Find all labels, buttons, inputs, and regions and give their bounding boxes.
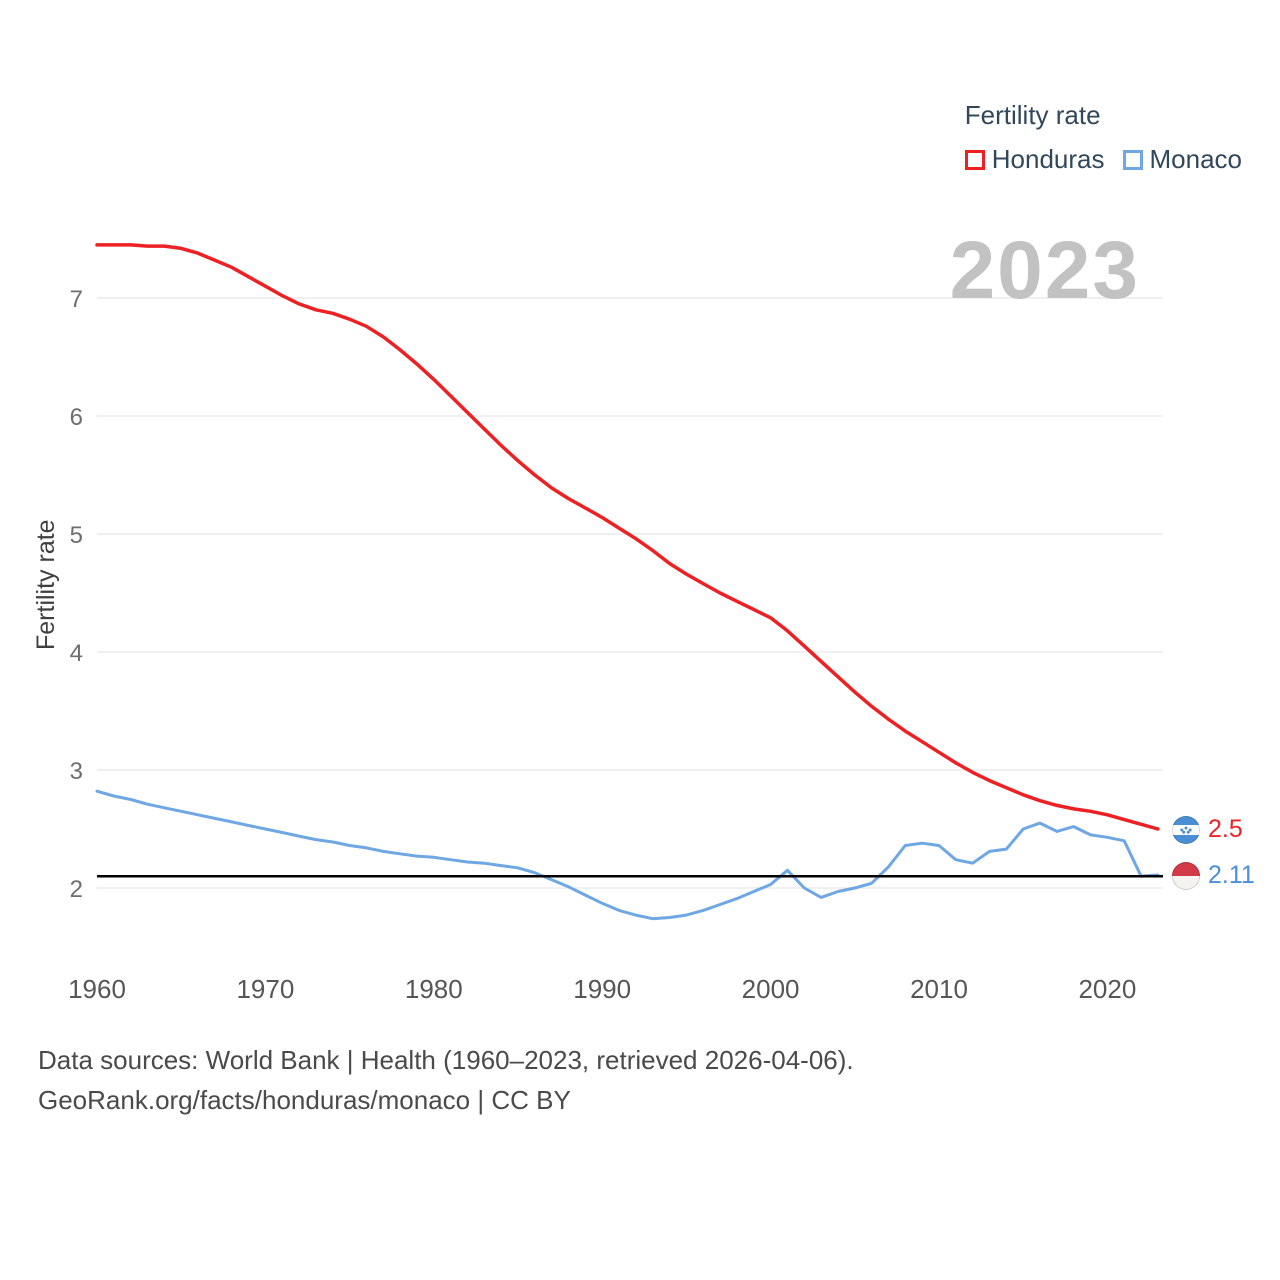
monaco-end-value: 2.11 — [1208, 861, 1255, 890]
y-tick-label: 3 — [70, 758, 83, 785]
honduras-series-swatch-icon — [964, 149, 985, 170]
x-tick-label: 1960 — [68, 974, 126, 1004]
legend: Fertility rate Honduras Monaco — [964, 100, 1243, 175]
x-tick-label: 1980 — [405, 974, 463, 1004]
monaco-flag-icon — [1172, 861, 1200, 890]
x-tick-label: 2010 — [910, 974, 968, 1004]
honduras-end-marker: 2.5 — [1172, 815, 1243, 844]
y-tick-label: 6 — [70, 404, 83, 431]
monaco-line — [95, 789, 1160, 921]
footer: Data sources: World Bank | Health (1960–… — [38, 1040, 854, 1120]
honduras-end-value: 2.5 — [1208, 815, 1243, 843]
attribution-text: GeoRank.org/facts/honduras/monaco | CC B… — [38, 1085, 571, 1115]
legend-item-label: Honduras — [991, 144, 1105, 174]
data-sources-text: Data sources: World Bank | Health (1960–… — [38, 1045, 854, 1075]
legend-title: Fertility rate — [964, 100, 1101, 130]
legend-items: Honduras Monaco — [964, 144, 1243, 175]
year-watermark: 2023 — [949, 225, 1140, 316]
x-tick-label: 1990 — [573, 974, 631, 1004]
x-tick-label: 1970 — [236, 974, 294, 1004]
y-tick-label: 4 — [70, 640, 83, 667]
x-tick-label: 2000 — [742, 974, 800, 1004]
y-tick-label: 5 — [70, 522, 83, 549]
y-axis-label: Fertility rate — [32, 519, 60, 650]
legend-item-honduras[interactable]: Honduras — [964, 144, 1105, 175]
legend-item-monaco[interactable]: Monaco — [1122, 144, 1243, 175]
honduras-line — [95, 243, 1160, 831]
honduras-flag-icon — [1172, 815, 1200, 844]
y-tick-label: 2 — [70, 876, 83, 903]
monaco-series-swatch-icon — [1122, 149, 1143, 170]
y-tick-label: 7 — [70, 286, 83, 313]
legend-item-label: Monaco — [1149, 144, 1243, 174]
monaco-end-marker: 2.11 — [1172, 861, 1255, 890]
x-tick-label: 2020 — [1078, 974, 1136, 1004]
